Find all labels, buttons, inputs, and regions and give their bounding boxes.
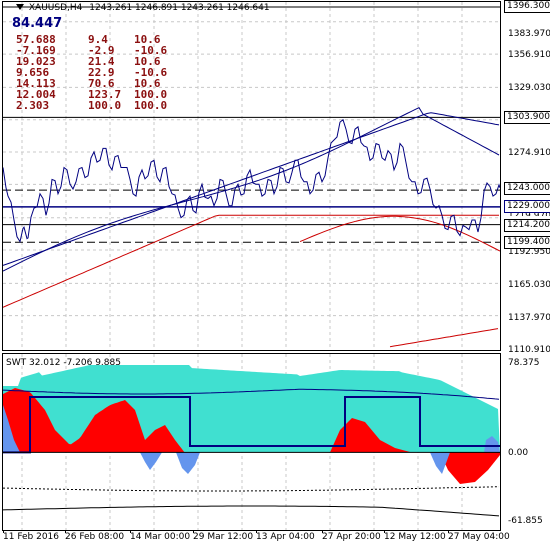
chart-title: XAUUSD,H4 1243.261 1246.891 1243.261 124… bbox=[16, 3, 270, 14]
swt-blue-area-3 bbox=[176, 452, 200, 474]
price-tick: 1165.030 bbox=[508, 280, 550, 290]
symbol-timeframe: XAUUSD,H4 bbox=[28, 3, 83, 13]
indicator-cell: 19.023 bbox=[16, 55, 56, 68]
indicator-cell: 100.0 bbox=[88, 99, 122, 112]
indicator-cell: 57.688 bbox=[16, 33, 56, 46]
ohlc-values: 1243.261 1246.891 1243.261 1246.641 bbox=[89, 3, 270, 13]
indicator-cell: -10.6 bbox=[134, 66, 168, 79]
indicator-cell: 10.6 bbox=[134, 55, 161, 68]
indicator-cell: -2.9 bbox=[88, 44, 115, 57]
ma-red-slow bbox=[2, 214, 499, 308]
indicator-cell: 21.4 bbox=[88, 55, 115, 68]
swt-signal-line bbox=[2, 388, 500, 400]
price-tick: 1192.950 bbox=[508, 247, 550, 257]
ma-navy-slow bbox=[2, 112, 500, 266]
main-window bbox=[2, 6, 501, 348]
price-tick: 1329.030 bbox=[508, 83, 550, 93]
time-tick-mark bbox=[193, 530, 194, 533]
indicator-cell: -7.169 bbox=[16, 44, 56, 57]
price-level-tag: 1214.200 bbox=[504, 219, 550, 232]
swt-blue-area-1 bbox=[3, 405, 20, 453]
indicator-cell: 100.0 bbox=[134, 99, 168, 112]
time-tick-mark bbox=[448, 530, 449, 533]
indicator-cell: 22.9 bbox=[88, 66, 115, 79]
time-tick: 11 Feb 2016 bbox=[3, 532, 60, 542]
indicator-cell: 100.0 bbox=[134, 88, 168, 101]
indicator-cell: 14.113 bbox=[16, 77, 56, 90]
swt-blue-area-2 bbox=[140, 452, 162, 470]
price-level-tag: 1303.900 bbox=[504, 111, 550, 124]
swt-red-area-3 bbox=[440, 452, 500, 484]
indicator-cell: 10.6 bbox=[134, 33, 161, 46]
time-tick-mark bbox=[256, 530, 257, 533]
time-tick-mark bbox=[130, 530, 131, 533]
price-level-tag: 1396.300 bbox=[504, 0, 550, 13]
title-arrow-icon[interactable] bbox=[16, 4, 24, 10]
time-tick: 26 Feb 08:00 bbox=[65, 532, 125, 542]
price-tick-partial: 1219.970 bbox=[508, 211, 550, 216]
swt-blue-area-4 bbox=[430, 452, 450, 474]
main-frame bbox=[2, 1, 501, 351]
time-tick-mark bbox=[322, 530, 323, 533]
ma-red-mid bbox=[299, 215, 501, 252]
price-level-tag: 1229.000 bbox=[504, 200, 550, 213]
price-tick: 1356.910 bbox=[508, 50, 550, 60]
sub-tick: 0.00 bbox=[508, 448, 529, 458]
indicator-cell: -10.6 bbox=[134, 44, 168, 57]
frames bbox=[2, 1, 501, 531]
time-tick-mark bbox=[3, 530, 4, 533]
time-tick: 13 Apr 04:00 bbox=[256, 532, 315, 542]
time-tick-mark bbox=[384, 530, 385, 533]
swt-lower-band-dotted bbox=[3, 486, 499, 492]
grid bbox=[3, 2, 500, 530]
indicator-cell: 10.6 bbox=[134, 77, 161, 90]
time-tick: 12 May 12:00 bbox=[384, 532, 446, 542]
sub-tick: 78.375 bbox=[508, 358, 540, 368]
price-tick: 1383.970 bbox=[508, 29, 550, 39]
ma-red-long bbox=[389, 328, 499, 348]
swt-step-line bbox=[3, 396, 500, 454]
sub-frame bbox=[2, 353, 501, 531]
price-tick: 1274.910 bbox=[508, 148, 550, 158]
indicator-cell: 70.6 bbox=[88, 77, 115, 90]
sub-window-label: SWT 32.012 -7.206 9.885 bbox=[6, 358, 121, 368]
time-tick: 29 Mar 12:00 bbox=[193, 532, 254, 542]
price-tick: 1137.970 bbox=[508, 313, 550, 323]
sub-window bbox=[2, 365, 500, 517]
sub-tick: -61.855 bbox=[508, 516, 543, 526]
ma-navy-fast bbox=[2, 107, 500, 272]
price-line bbox=[2, 118, 501, 243]
price-level-tag: 1199.400 bbox=[504, 236, 550, 249]
indicator-cell: 2.303 bbox=[16, 99, 50, 112]
price-tick: 1110.910 bbox=[508, 345, 550, 355]
time-tick: 27 Apr 20:00 bbox=[322, 532, 381, 542]
time-tick: 27 May 04:00 bbox=[448, 532, 510, 542]
indicator-cell: 9.4 bbox=[88, 33, 108, 46]
big-value: 84.447 bbox=[12, 16, 63, 31]
swt-lower-band bbox=[2, 505, 500, 517]
swt-red-area-1 bbox=[3, 388, 185, 453]
time-tick: 14 Mar 00:00 bbox=[130, 532, 191, 542]
indicator-cell: 123.7 bbox=[88, 88, 122, 101]
swt-cyan-area bbox=[3, 365, 500, 453]
price-level-tag: 1243.000 bbox=[504, 182, 550, 195]
swt-blue-area-5 bbox=[484, 436, 500, 453]
indicator-cell: 9.656 bbox=[16, 66, 50, 79]
indicator-cell: 12.004 bbox=[16, 88, 56, 101]
time-tick-mark bbox=[65, 530, 66, 533]
swt-red-area-2 bbox=[330, 418, 420, 453]
